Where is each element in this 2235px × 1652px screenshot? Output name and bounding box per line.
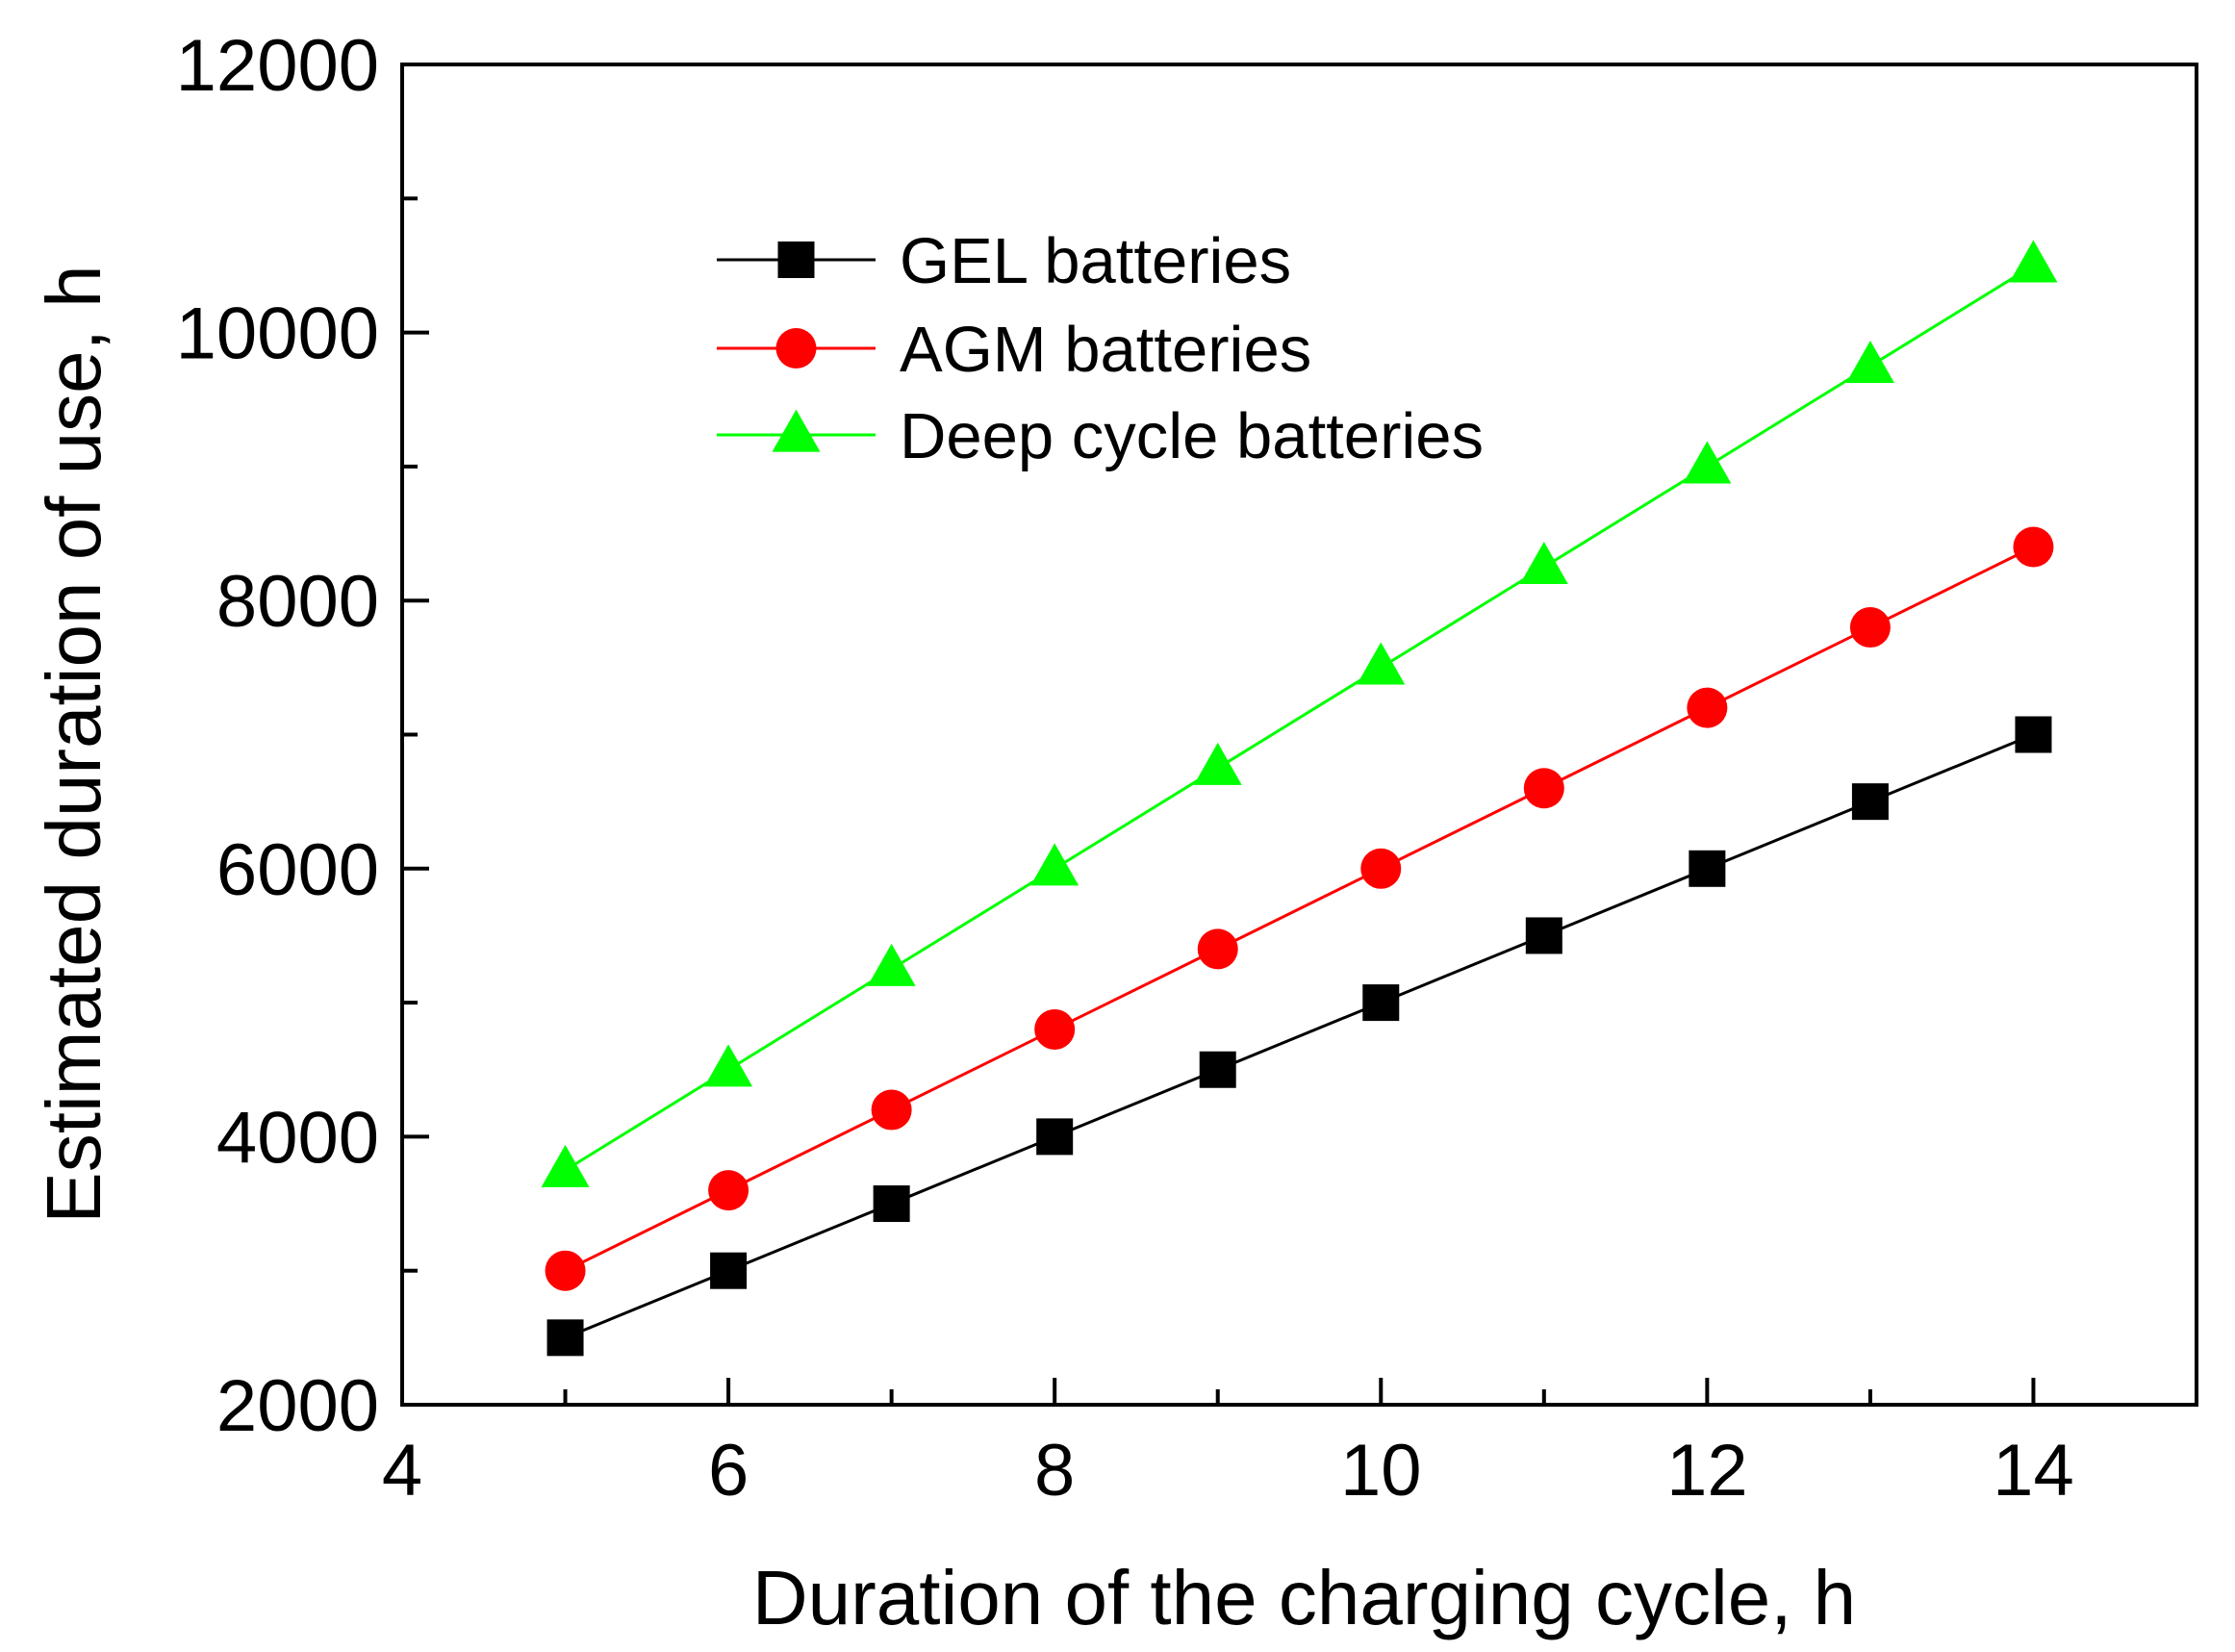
legend-label: AGM batteries (900, 314, 1311, 386)
data-point (1360, 848, 1402, 889)
series (541, 240, 2058, 1187)
series-line (564, 546, 2035, 1273)
data-point (546, 1319, 584, 1357)
data-point (708, 1170, 749, 1211)
data-point (1689, 850, 1726, 887)
data-point (1199, 1051, 1236, 1088)
data-point (871, 1089, 912, 1131)
x-tick-label: 12 (1666, 1430, 1748, 1512)
series-line (564, 264, 2035, 1172)
axis-ticks (400, 63, 2198, 1407)
data-point (867, 943, 916, 986)
data-point (2009, 240, 2058, 283)
x-tick-label: 10 (1340, 1430, 1422, 1512)
y-tick-label: 2000 (216, 1365, 379, 1447)
data-point (1197, 928, 1238, 970)
x-tick-label: 6 (708, 1430, 749, 1512)
legend-entry: AGM batteries (717, 314, 1311, 386)
series-line (564, 733, 2035, 1339)
data-point (1193, 742, 1242, 785)
series (546, 716, 2052, 1357)
y-tick-label: 6000 (216, 829, 379, 911)
data-point (1525, 917, 1562, 954)
data-point (2015, 716, 2052, 753)
data-point (710, 1252, 748, 1289)
x-tick-label: 4 (382, 1430, 422, 1512)
series (545, 526, 2054, 1291)
data-point (1683, 441, 1732, 484)
axis-tick-labels: 4 6 8 10 12 14 2000 4000 6000 8000 10000 12000 (176, 25, 2074, 1512)
data-point (1687, 687, 1728, 728)
legend-entry: Deep cycle batteries (717, 400, 1484, 472)
data-point (873, 1185, 910, 1223)
legend-marker (777, 241, 815, 278)
data-point (704, 1044, 753, 1087)
data-point (2013, 526, 2054, 568)
data-point (541, 1144, 590, 1187)
x-axis-title: Duration of the charging cycle, h (752, 1555, 1856, 1640)
data-point (1849, 607, 1891, 648)
data-point (1362, 984, 1400, 1022)
y-tick-label: 10000 (176, 293, 379, 375)
data-point (1036, 1118, 1074, 1156)
data-point (1519, 541, 1568, 584)
series-layer (541, 240, 2058, 1357)
data-point (1523, 768, 1564, 809)
legend-label: GEL batteries (900, 225, 1291, 297)
legend: GEL batteries AGM batteries Deep cycle bat… (717, 225, 1484, 472)
x-tick-label: 14 (1993, 1430, 2074, 1512)
data-point (545, 1250, 586, 1291)
data-point (1845, 341, 1894, 384)
y-axis-title: Estimated duration of use, h (31, 265, 116, 1223)
y-tick-label: 8000 (216, 561, 379, 643)
data-point (1034, 1008, 1076, 1050)
y-tick-label: 12000 (176, 25, 379, 107)
legend-marker (775, 328, 817, 369)
data-point (1030, 843, 1079, 886)
data-point (1357, 642, 1406, 685)
x-tick-label: 8 (1034, 1430, 1075, 1512)
legend-marker (772, 409, 821, 452)
data-point (1851, 783, 1889, 821)
legend-label: Deep cycle batteries (900, 400, 1484, 472)
legend-entry: GEL batteries (717, 225, 1291, 297)
y-tick-label: 4000 (216, 1097, 379, 1179)
